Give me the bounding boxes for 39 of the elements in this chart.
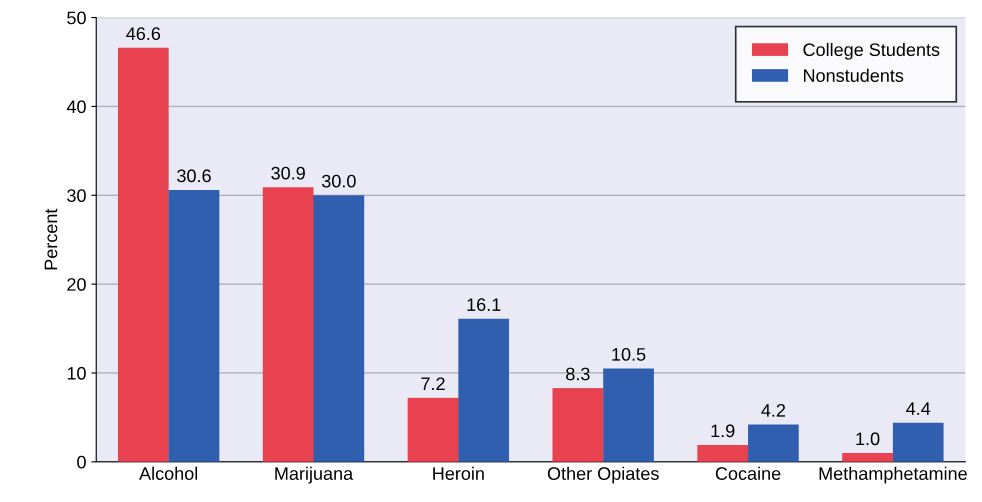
data-label: 4.4 [906, 402, 930, 415]
x-tick-label: Other Opiates [548, 466, 659, 484]
bar [603, 368, 654, 462]
x-tick-label: Heroin [433, 466, 484, 480]
bar [748, 424, 799, 462]
y-axis-title: Percent [44, 208, 58, 270]
bar [408, 398, 458, 462]
data-label: 1.0 [856, 432, 880, 446]
data-label: 10.5 [612, 348, 646, 361]
x-tick-label: Methamphetamine [820, 466, 967, 484]
bar [842, 452, 893, 462]
y-tick-label: 0 [77, 456, 86, 469]
x-tick-label: Alcohol [139, 466, 198, 480]
y-tick-label: 40 [66, 100, 86, 114]
data-label: 4.2 [761, 404, 786, 417]
data-label: 46.6 [126, 27, 160, 40]
bar [118, 48, 169, 462]
bar [168, 190, 220, 462]
bar [892, 422, 944, 462]
data-label: 30.0 [322, 174, 356, 188]
y-tick-label: 50 [67, 12, 86, 24]
data-label: 1.9 [712, 424, 734, 438]
bar [697, 444, 748, 462]
data-label: 8.3 [566, 368, 590, 380]
bar [262, 187, 314, 462]
legend-label: Nonstudents [804, 68, 904, 82]
x-tick-label: Marijuana [275, 466, 354, 484]
bar [458, 318, 510, 462]
x-tick-label: Cocaine [716, 466, 780, 480]
y-tick-label: 30 [67, 189, 86, 202]
y-tick-label: 10 [68, 366, 86, 380]
bar [314, 195, 364, 462]
data-label: 30.6 [177, 169, 211, 182]
y-tick-label: 20 [67, 278, 86, 291]
legend-label: College Students [803, 42, 940, 60]
data-label: 30.9 [271, 166, 305, 180]
data-label: 7.2 [421, 377, 445, 390]
bar [552, 388, 604, 462]
data-label: 16.1 [468, 298, 500, 312]
